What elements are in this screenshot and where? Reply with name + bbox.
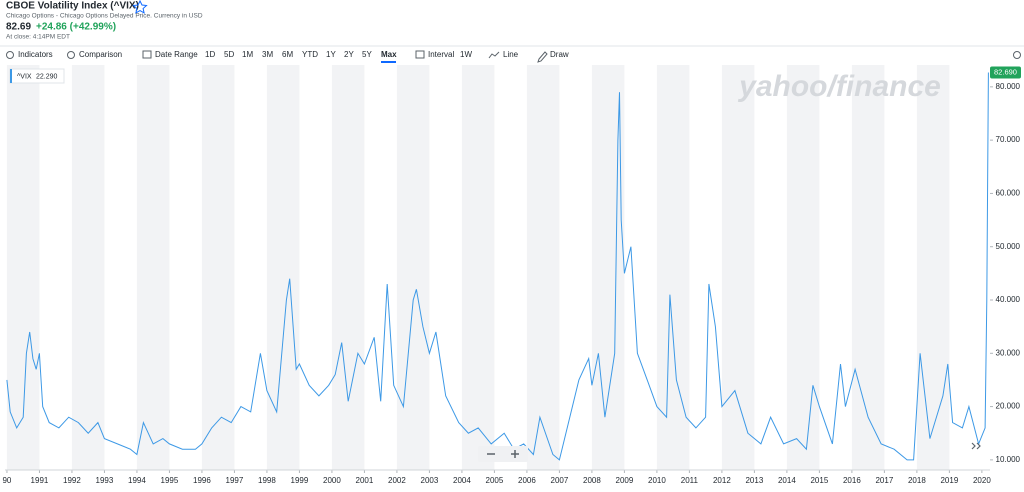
- x-tick-label: 90: [2, 476, 11, 485]
- year-band: [786, 65, 820, 470]
- year-band: [396, 65, 430, 470]
- x-tick-label: 2010: [648, 476, 666, 485]
- zoom-bar: [478, 446, 528, 462]
- x-tick-label: 2005: [486, 476, 504, 485]
- range-button[interactable]: YTD: [302, 50, 318, 59]
- y-tick-label: 70.000: [996, 135, 1021, 144]
- watch-star[interactable]: [132, 0, 148, 14]
- x-tick-label: 2000: [323, 476, 341, 485]
- line-button[interactable]: Line: [503, 50, 519, 59]
- x-tick-label: 1995: [161, 476, 179, 485]
- x-tick-label: 1994: [128, 476, 146, 485]
- x-tick-label: 2016: [843, 476, 861, 485]
- date-range-button[interactable]: Date Range: [155, 50, 198, 59]
- scroll-right[interactable]: [971, 442, 981, 450]
- indicators-button[interactable]: Indicators: [18, 50, 53, 59]
- x-tick-label: 2011: [681, 476, 699, 485]
- y-tick-label: 10.000: [996, 455, 1021, 464]
- interval-icon: [415, 50, 425, 59]
- comparison-button[interactable]: Comparison: [79, 50, 122, 59]
- year-band: [6, 65, 40, 470]
- plot: yahoo/finance 90 1991 1992 1993 1994 1995 1996 1…: [2, 65, 1021, 485]
- year-band: [461, 65, 495, 470]
- range-button[interactable]: 5Y: [362, 50, 372, 59]
- x-tick-label: 2018: [908, 476, 926, 485]
- range-button[interactable]: 2Y: [344, 50, 354, 59]
- draw-button[interactable]: Draw: [550, 50, 569, 59]
- year-band: [266, 65, 300, 470]
- year-band: [71, 65, 105, 470]
- line-icon: [488, 51, 500, 59]
- x-tick-label: 2006: [518, 476, 536, 485]
- legend-swatch: [10, 69, 12, 83]
- indicators-icon: [6, 51, 14, 59]
- comparison-icon: [67, 51, 75, 59]
- settings-icon[interactable]: [1013, 51, 1021, 59]
- y-tick-label: 60.000: [996, 189, 1021, 198]
- x-tick-label: 2009: [616, 476, 634, 485]
- year-band: [916, 65, 950, 470]
- x-tick-label: 2012: [713, 476, 731, 485]
- x-tick-label: 2003: [421, 476, 439, 485]
- x-tick-label: 2017: [875, 476, 893, 485]
- year-band: [656, 65, 690, 470]
- x-tick-label: 1992: [63, 476, 81, 485]
- range-button[interactable]: 1Y: [326, 50, 336, 59]
- year-band: [201, 65, 235, 470]
- legend-name: ^VIX: [17, 73, 32, 80]
- y-tick-label: 50.000: [996, 242, 1021, 251]
- year-band: [526, 65, 560, 470]
- title: CBOE Volatility Index (^VIX): [6, 1, 139, 12]
- x-tick-label: 2007: [551, 476, 569, 485]
- legend-value: 22.290: [36, 73, 58, 80]
- x-tick-label: 2020: [973, 476, 991, 485]
- last-price-tag: [990, 66, 1021, 79]
- year-band: [721, 65, 755, 470]
- interval-button[interactable]: Interval: [428, 50, 454, 59]
- x-tick-label: 2013: [745, 476, 763, 485]
- x-tick-label: 2008: [583, 476, 601, 485]
- year-band: [331, 65, 365, 470]
- x-tick-label: 2015: [810, 476, 828, 485]
- range-button[interactable]: 3M: [262, 50, 273, 59]
- x-tick-label: 2001: [356, 476, 374, 485]
- y-tick-label: 20.000: [996, 402, 1021, 411]
- year-band: [851, 65, 885, 470]
- y-tick-label: 80.000: [996, 82, 1021, 91]
- date-icon: [142, 50, 152, 59]
- range-button[interactable]: Max: [381, 50, 397, 59]
- y-tick-label: 40.000: [996, 295, 1021, 304]
- x-tick-label: 2014: [778, 476, 796, 485]
- year-band: [136, 65, 170, 470]
- zoom-in[interactable]: [511, 450, 519, 458]
- x-tick-label: 1997: [226, 476, 244, 485]
- range-button[interactable]: 5D: [224, 50, 234, 59]
- x-tick-label: 2019: [940, 476, 958, 485]
- subtitle: Chicago Options - Chicago Options Delaye…: [6, 13, 203, 20]
- draw-icon: [537, 51, 548, 63]
- x-tick-label: 2002: [388, 476, 406, 485]
- watermark: yahoo/finance: [737, 70, 941, 103]
- x-tick-label: 1993: [96, 476, 114, 485]
- x-tick-label: 1996: [193, 476, 211, 485]
- x-tick-label: 1998: [258, 476, 276, 485]
- x-tick-label: 2004: [453, 476, 471, 485]
- price-change: +24.86 (+42.99%): [36, 22, 116, 33]
- x-tick-label: 1991: [31, 476, 49, 485]
- last-price-label: 82.690: [994, 67, 1017, 76]
- year-band: [591, 65, 625, 470]
- y-tick-label: 30.000: [996, 348, 1021, 357]
- price-line: [6, 72, 989, 461]
- range-button[interactable]: 6M: [282, 50, 293, 59]
- range-button[interactable]: 1D: [205, 50, 215, 59]
- price: 82.69: [6, 22, 31, 33]
- interval-value[interactable]: 1W: [460, 50, 472, 59]
- x-tick-label: 1999: [291, 476, 309, 485]
- range-button[interactable]: 1M: [242, 50, 253, 59]
- close-time: At close: 4:14PM EDT: [6, 34, 70, 41]
